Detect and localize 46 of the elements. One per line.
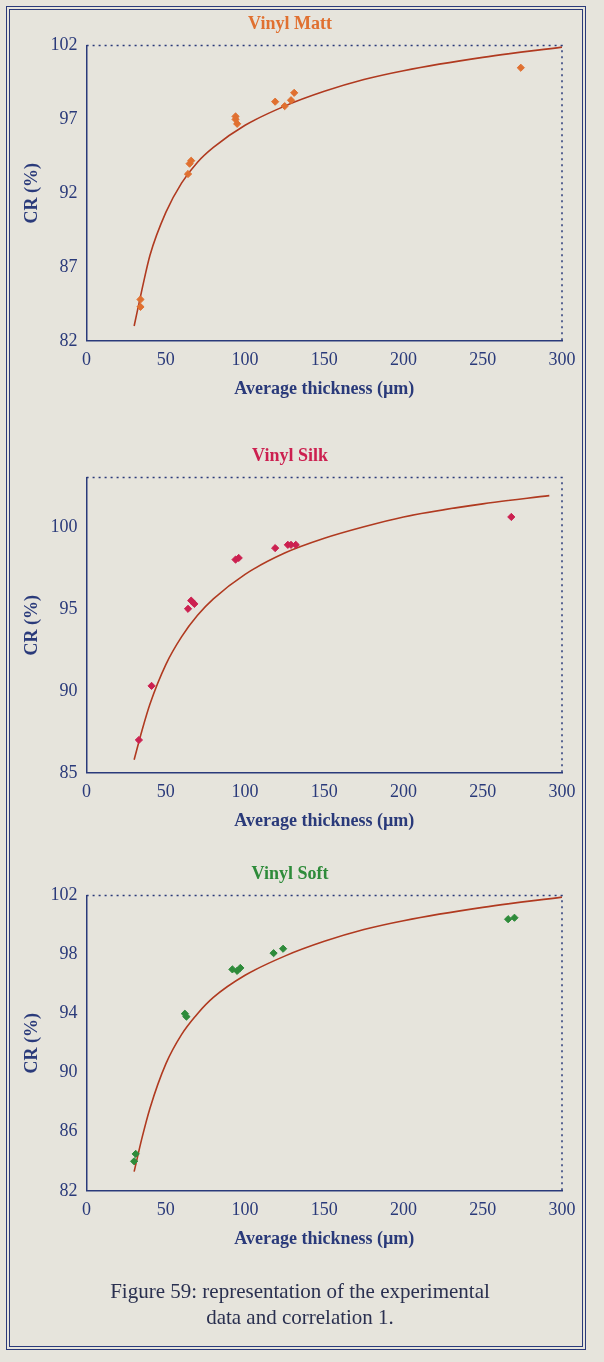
x-tick-label: 200: [390, 349, 418, 370]
x-tick-label: 100: [231, 781, 259, 802]
x-tick-label: 250: [469, 349, 497, 370]
x-tick-label: 150: [310, 349, 338, 370]
x-axis-title: Average thickness (µm): [234, 377, 415, 399]
y-tick-label: 90: [59, 679, 78, 700]
caption: Figure 59: representation of the experimental data and correlation 1.: [110, 1278, 490, 1331]
x-tick-label: 200: [390, 1199, 418, 1220]
y-tick-label: 97: [59, 108, 78, 129]
chart-title: Vinyl Soft: [251, 863, 329, 884]
chart-title: Vinyl Silk: [252, 445, 328, 466]
x-tick-label: 50: [156, 349, 175, 370]
y-axis-title: CR (%): [21, 594, 43, 656]
y-tick-label: 100: [50, 515, 78, 536]
x-tick-label: 300: [548, 781, 576, 802]
x-tick-label: 0: [82, 1199, 92, 1220]
x-tick-label: 300: [548, 1199, 576, 1220]
x-tick-label: 300: [548, 349, 576, 370]
y-tick-label: 94: [59, 1002, 78, 1023]
x-axis-title: Average thickness (µm): [234, 809, 415, 831]
y-axis-title: CR (%): [21, 1012, 43, 1074]
y-tick-label: 92: [59, 181, 78, 202]
x-axis-title: Average thickness (µm): [234, 1227, 415, 1249]
x-tick-label: 200: [390, 781, 418, 802]
y-tick-label: 98: [59, 943, 78, 964]
y-tick-label: 82: [59, 1179, 78, 1200]
y-tick-label: 82: [59, 329, 78, 350]
x-tick-label: 0: [82, 349, 92, 370]
y-axis-title: CR (%): [21, 162, 43, 224]
x-tick-label: 100: [231, 349, 259, 370]
y-tick-label: 86: [59, 1120, 78, 1141]
x-tick-label: 150: [310, 781, 338, 802]
y-tick-label: 87: [59, 255, 78, 276]
x-tick-label: 50: [156, 1199, 175, 1220]
x-tick-label: 250: [469, 1199, 497, 1220]
x-tick-label: 250: [469, 781, 497, 802]
y-tick-label: 95: [59, 597, 78, 618]
x-tick-label: 50: [156, 781, 175, 802]
y-tick-label: 85: [59, 761, 78, 782]
y-tick-label: 102: [50, 884, 78, 905]
chart-title: Vinyl Matt: [248, 13, 332, 34]
y-tick-label: 102: [50, 34, 78, 55]
y-tick-label: 90: [59, 1061, 78, 1082]
x-tick-label: 150: [310, 1199, 338, 1220]
x-tick-label: 0: [82, 781, 92, 802]
x-tick-label: 100: [231, 1199, 259, 1220]
